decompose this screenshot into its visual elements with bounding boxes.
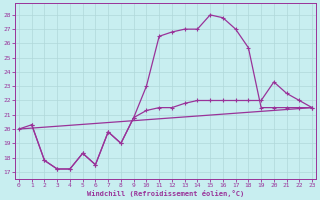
- X-axis label: Windchill (Refroidissement éolien,°C): Windchill (Refroidissement éolien,°C): [87, 190, 244, 197]
